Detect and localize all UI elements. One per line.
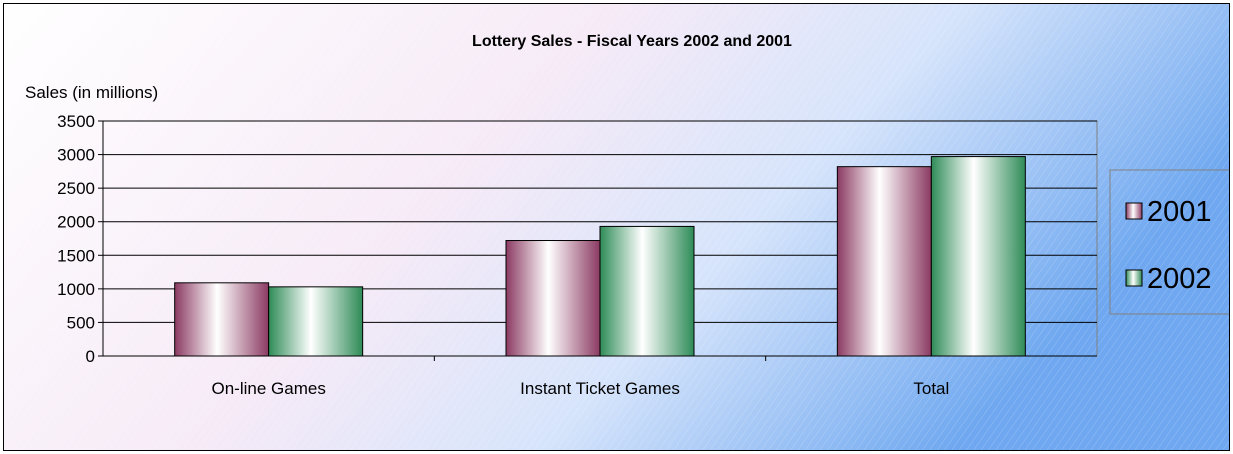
legend-label-2001: 2001 xyxy=(1147,196,1212,228)
y-tick-label: 0 xyxy=(86,347,95,366)
bar-2002-instant-ticket-games xyxy=(599,225,695,357)
bar-2002-total xyxy=(930,156,1026,357)
y-tick-label: 2500 xyxy=(57,179,95,198)
y-tick-label: 1500 xyxy=(57,246,95,265)
x-tick-label: Instant Ticket Games xyxy=(520,379,680,398)
legend-box xyxy=(1109,169,1229,315)
legend-swatch-2002 xyxy=(1125,269,1143,287)
legend-swatch-2001 xyxy=(1125,202,1143,220)
legend-label-2002: 2002 xyxy=(1147,263,1212,295)
bar-2001-on-line-games xyxy=(174,282,270,357)
axes: 0 500 1000 1500 2000 2500 3000 3500 On-line Game… xyxy=(57,112,1097,398)
bar-2002-on-line-games xyxy=(268,286,364,357)
y-axis-label: Sales (in millions) xyxy=(25,83,158,102)
y-tick-label: 500 xyxy=(67,313,95,332)
chart-area: Lottery Sales - Fiscal Years 2002 and 20… xyxy=(3,3,1230,451)
bar-chart: Lottery Sales - Fiscal Years 2002 and 20… xyxy=(4,4,1229,450)
y-tick-label: 1000 xyxy=(57,280,95,299)
bar-2001-instant-ticket-games xyxy=(505,240,601,357)
y-tick-label: 3000 xyxy=(57,146,95,165)
legend: 2001 2002 xyxy=(1109,169,1229,315)
chart-title: Lottery Sales - Fiscal Years 2002 and 20… xyxy=(472,33,792,50)
y-tick-label: 2000 xyxy=(57,213,95,232)
y-tick-label: 3500 xyxy=(57,112,95,131)
x-tick-label: On-line Games xyxy=(212,379,326,398)
bar-2001-total xyxy=(836,166,932,357)
x-tick-label: Total xyxy=(913,379,949,398)
